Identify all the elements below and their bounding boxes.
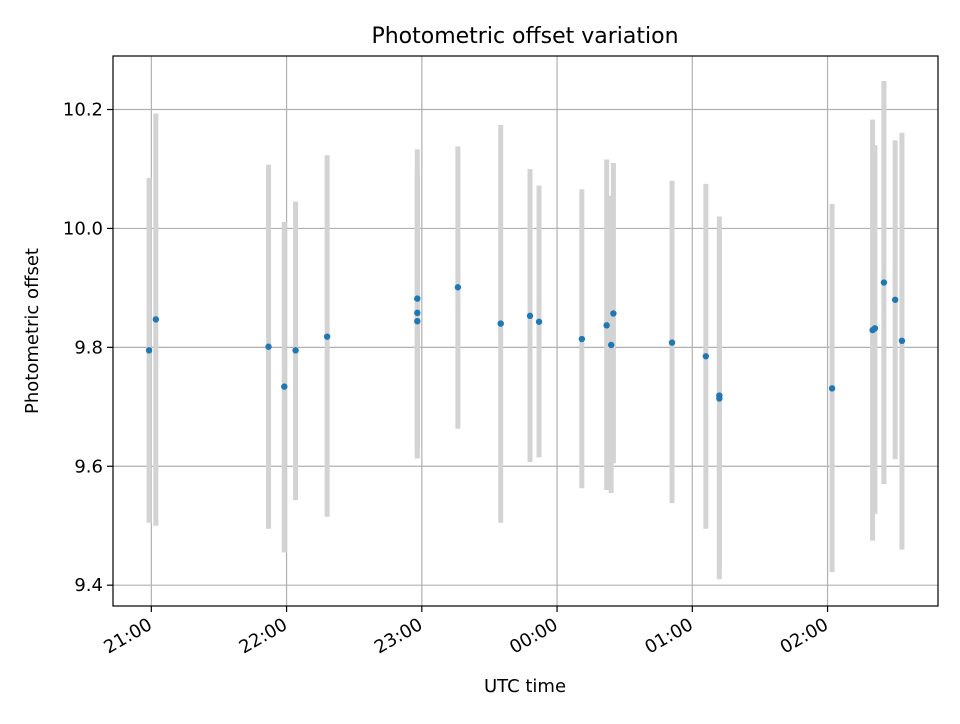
data-point [578,335,586,343]
data-point [668,339,676,346]
x-tick-label: 22:00 [236,614,291,658]
plot-frame [112,55,939,607]
x-axis-title: UTC time [484,676,566,697]
data-point [414,309,421,317]
x-axis-ticks: 21:00 22:00 23:00 00:00 01:00 02:00 [100,606,832,658]
y-tick-label: 9.8 [74,337,103,358]
data-point [716,395,723,402]
data-point [871,325,879,332]
y-axis-ticks: 9.4 9.6 9.8 10.0 10.2 [63,100,113,596]
grid-lines [113,56,938,606]
data-points [145,279,906,402]
plot-background [113,56,938,606]
x-tick-label: 01:00 [641,614,696,658]
data-point [898,337,906,345]
data-point [535,318,543,325]
data-point [702,353,710,360]
data-point [152,316,160,323]
y-axis-title: Photometric offset [22,248,43,414]
data-point [891,296,899,303]
data-point [292,347,299,354]
data-point [828,385,836,392]
y-tick-label: 10.0 [63,218,103,239]
x-tick-label: 00:00 [506,614,561,658]
chart-title: Photometric offset variation [371,24,678,49]
data-point [526,312,534,320]
y-tick-label: 9.4 [74,575,103,596]
data-point [145,347,153,354]
data-point [323,333,331,340]
y-tick-label: 9.6 [74,456,103,477]
data-point [610,310,617,317]
data-point [281,383,288,390]
y-tick-label: 10.2 [63,100,103,121]
data-point [414,295,421,302]
x-tick-label: 23:00 [371,614,426,658]
data-point [603,322,610,329]
data-point [454,284,462,291]
x-tick-label: 02:00 [777,614,832,658]
data-point [414,317,421,325]
data-point [265,343,272,350]
data-point [497,320,504,327]
x-tick-label: 21:00 [100,614,155,658]
data-point [880,279,888,286]
data-point [607,341,615,349]
